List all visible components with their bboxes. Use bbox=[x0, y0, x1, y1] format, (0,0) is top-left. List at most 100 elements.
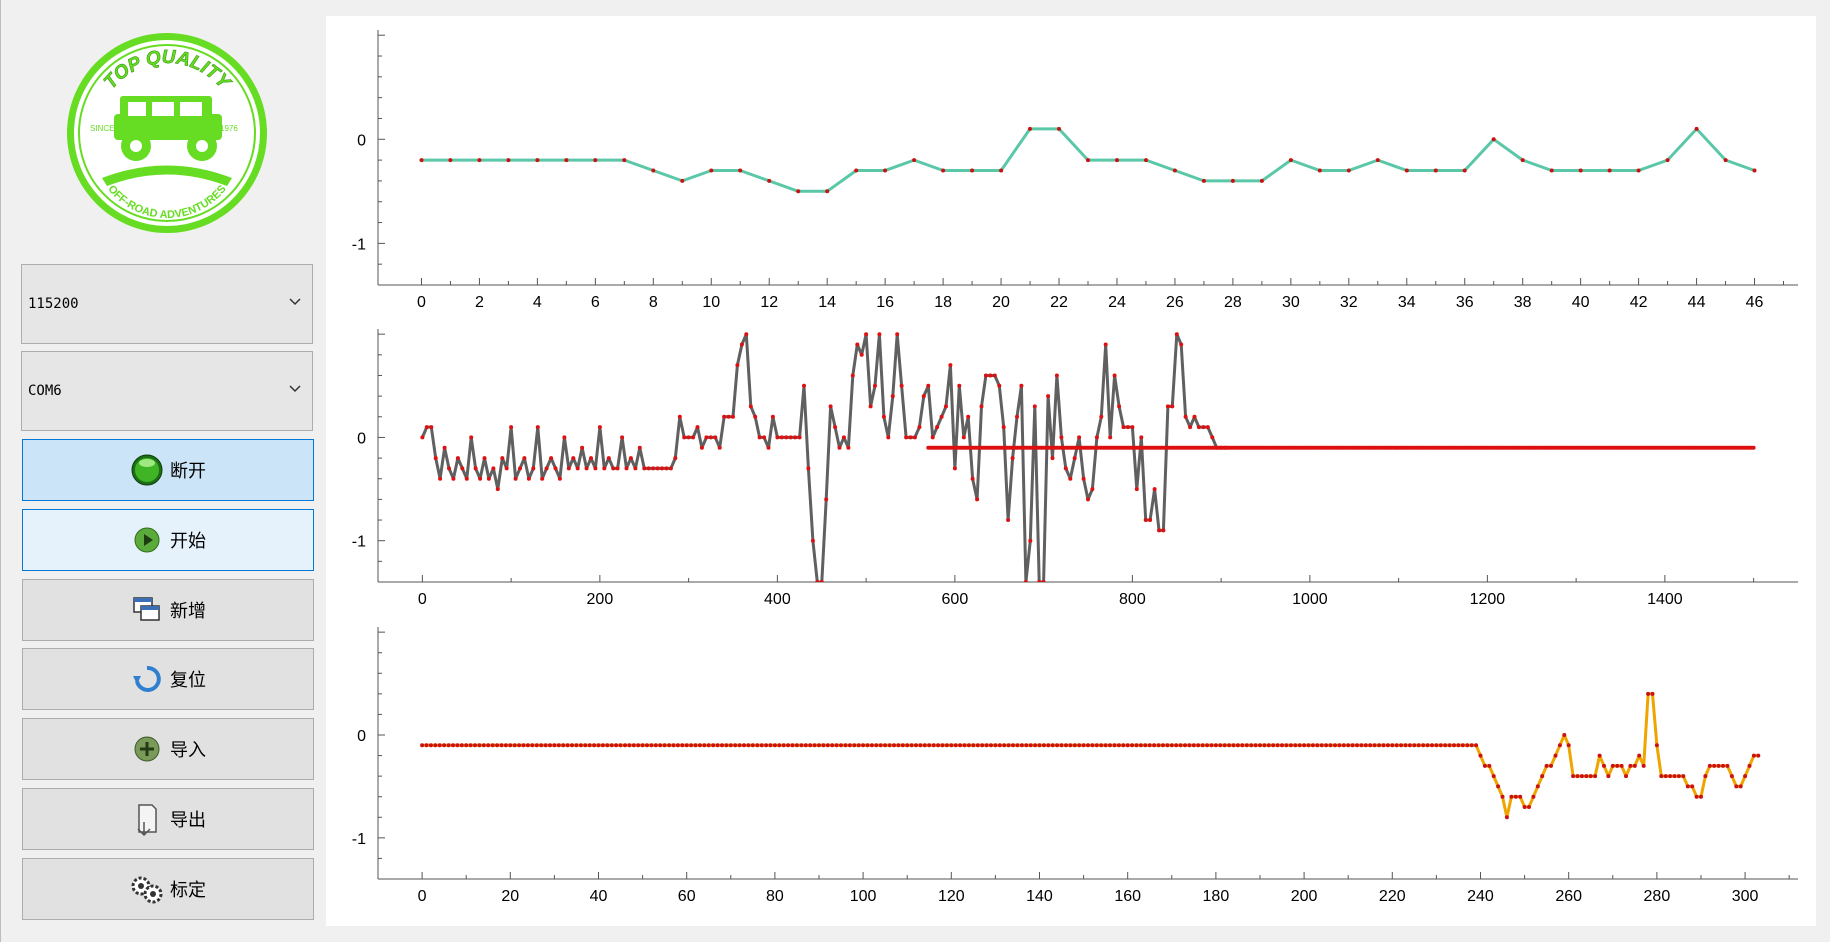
data-point bbox=[606, 456, 611, 461]
data-point bbox=[912, 158, 917, 163]
export-icon bbox=[130, 802, 164, 836]
data-point bbox=[715, 743, 720, 748]
data-point bbox=[1699, 794, 1703, 799]
data-point bbox=[1399, 743, 1404, 748]
x-tick-label: 30 bbox=[1282, 294, 1300, 311]
import-button[interactable]: 导入 bbox=[22, 718, 314, 780]
data-point bbox=[686, 435, 691, 440]
data-point bbox=[983, 373, 988, 378]
data-point bbox=[979, 404, 984, 409]
data-point bbox=[759, 743, 764, 748]
data-point bbox=[883, 168, 888, 173]
x-tick-label: 180 bbox=[1203, 888, 1230, 905]
data-point bbox=[1694, 126, 1699, 131]
data-point bbox=[839, 743, 843, 748]
data-point bbox=[1578, 168, 1583, 173]
x-tick-label: 600 bbox=[942, 591, 969, 608]
data-point bbox=[988, 373, 993, 378]
data-point bbox=[513, 476, 518, 481]
data-point bbox=[828, 404, 833, 409]
data-point bbox=[1712, 763, 1717, 768]
data-point bbox=[420, 743, 425, 748]
data-point bbox=[1751, 445, 1756, 450]
data-point bbox=[770, 414, 775, 419]
data-point bbox=[909, 743, 914, 748]
data-point bbox=[556, 743, 561, 748]
data-point bbox=[1200, 743, 1205, 748]
data-point bbox=[1672, 774, 1677, 779]
x-tick-label: 2 bbox=[475, 294, 484, 311]
data-point bbox=[1210, 435, 1215, 440]
data-point bbox=[1130, 425, 1135, 430]
data-point bbox=[1205, 743, 1210, 748]
data-point bbox=[1430, 743, 1434, 748]
data-point bbox=[677, 414, 682, 419]
export-button[interactable]: 导出 bbox=[22, 788, 314, 850]
data-point bbox=[997, 743, 1002, 748]
data-point bbox=[1469, 743, 1474, 748]
data-point bbox=[717, 445, 722, 450]
chart-3: 0 -1 0 20 40 60 80 100 120 140 160 180 200 220 240 260 2… bbox=[352, 627, 1798, 905]
series-line bbox=[421, 332, 1754, 582]
data-point bbox=[468, 743, 473, 748]
x-tick-label: 220 bbox=[1379, 888, 1406, 905]
add-button[interactable]: 新增 bbox=[22, 579, 314, 641]
data-point bbox=[970, 476, 975, 481]
data-point bbox=[825, 189, 830, 194]
data-point bbox=[446, 743, 451, 748]
data-point bbox=[1522, 805, 1527, 809]
data-point bbox=[1116, 743, 1121, 748]
data-point bbox=[684, 743, 689, 748]
data-point bbox=[1390, 743, 1395, 748]
data-point bbox=[1152, 487, 1157, 492]
x-tick-label: 240 bbox=[1467, 888, 1494, 905]
data-point bbox=[473, 466, 478, 471]
data-point bbox=[509, 425, 514, 430]
data-point bbox=[1090, 743, 1095, 748]
reset-button[interactable]: 复位 bbox=[22, 648, 314, 710]
data-point bbox=[614, 743, 619, 748]
data-point bbox=[1143, 743, 1148, 748]
data-point bbox=[900, 743, 905, 748]
x-tick-label: 1400 bbox=[1647, 591, 1683, 608]
data-point bbox=[1192, 414, 1197, 419]
data-point bbox=[1130, 743, 1135, 748]
plot-area bbox=[420, 332, 1756, 582]
data-point bbox=[1059, 743, 1064, 748]
data-point bbox=[1703, 774, 1708, 779]
data-point bbox=[424, 743, 429, 748]
data-point bbox=[1403, 743, 1408, 748]
data-point bbox=[1275, 743, 1280, 748]
data-point bbox=[1462, 168, 1467, 173]
data-point bbox=[952, 466, 957, 471]
data-point bbox=[1134, 743, 1139, 748]
data-point bbox=[495, 743, 500, 748]
data-point bbox=[918, 743, 923, 748]
data-point bbox=[961, 435, 966, 440]
data-point bbox=[1059, 435, 1064, 440]
import-label: 导入 bbox=[170, 740, 206, 761]
x-tick-label: 400 bbox=[764, 591, 791, 608]
data-point bbox=[628, 456, 633, 461]
port-select[interactable]: COM6 bbox=[21, 351, 313, 431]
data-point bbox=[564, 158, 569, 163]
x-tick-label: 38 bbox=[1514, 294, 1532, 311]
data-point bbox=[561, 743, 566, 748]
calibrate-button[interactable]: 标定 bbox=[22, 858, 314, 920]
baud-rate-select[interactable]: 115200 bbox=[21, 264, 313, 344]
data-point bbox=[571, 456, 576, 461]
data-point bbox=[1482, 763, 1487, 768]
x-tick-label: 100 bbox=[850, 888, 877, 905]
data-point bbox=[1006, 518, 1011, 522]
data-point bbox=[1500, 794, 1505, 799]
data-point bbox=[522, 456, 527, 461]
data-point bbox=[1165, 743, 1170, 748]
data-point bbox=[1157, 528, 1161, 533]
data-point bbox=[1050, 743, 1055, 748]
data-point bbox=[1288, 743, 1293, 748]
data-point bbox=[1117, 404, 1122, 409]
disconnect-button[interactable]: 断开 bbox=[22, 439, 314, 501]
start-button[interactable]: 开始 bbox=[22, 509, 314, 571]
data-point bbox=[451, 743, 455, 748]
data-point bbox=[1317, 168, 1322, 173]
